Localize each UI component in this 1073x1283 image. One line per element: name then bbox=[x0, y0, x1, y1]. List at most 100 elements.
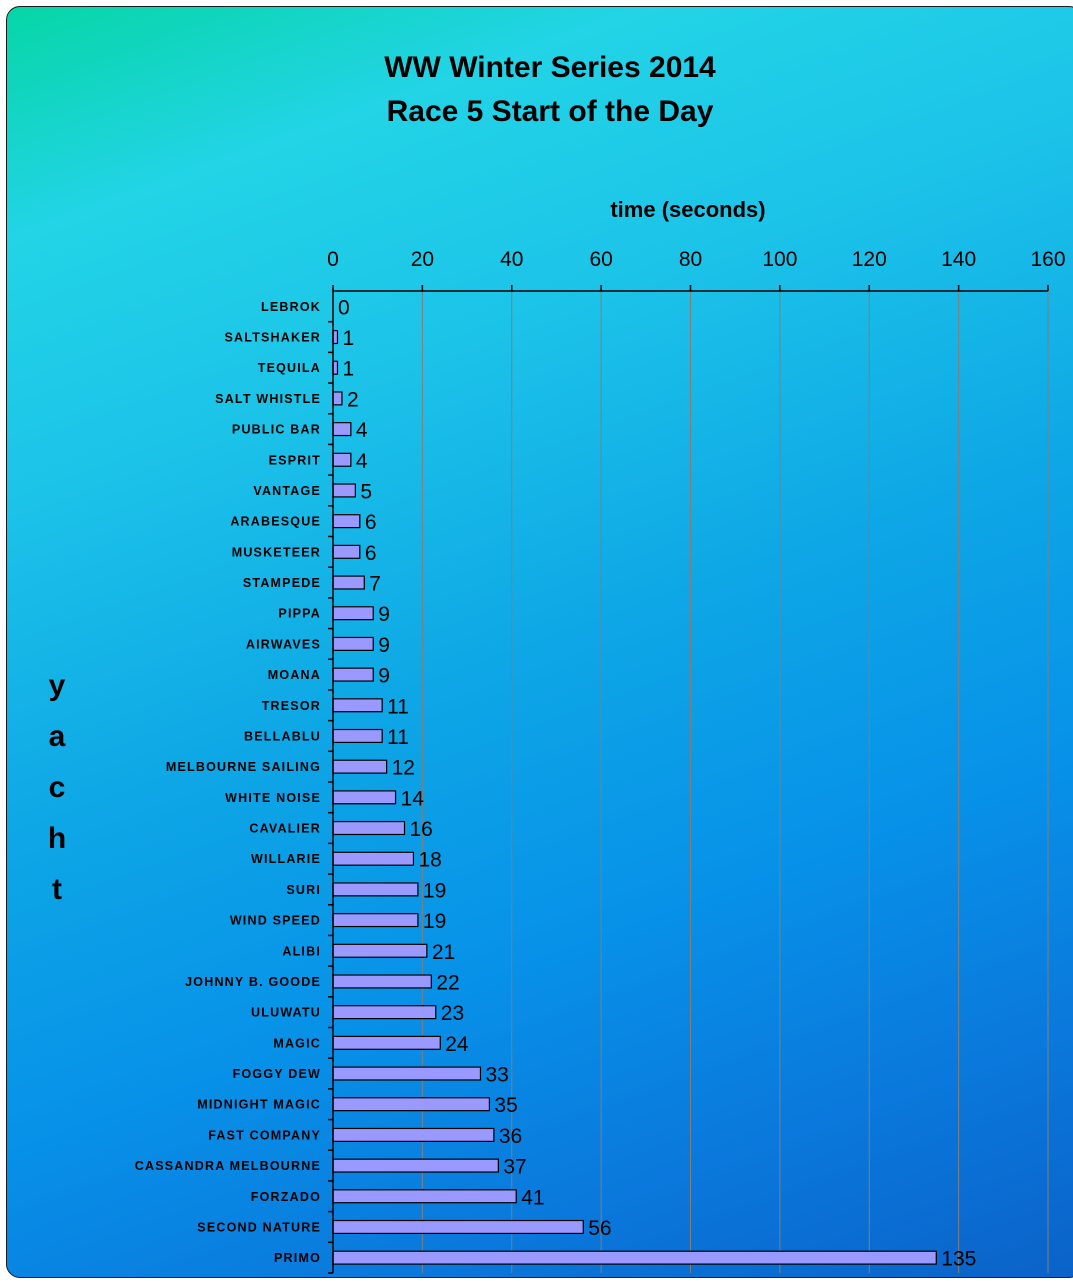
data-label: 2 bbox=[347, 388, 359, 411]
bar bbox=[332, 1005, 437, 1020]
y-axis-label-letter: y bbox=[49, 669, 66, 702]
data-label: 1 bbox=[342, 358, 354, 381]
data-label: 19 bbox=[423, 910, 446, 933]
bar bbox=[332, 974, 432, 989]
bar bbox=[332, 882, 419, 897]
data-label: 41 bbox=[521, 1186, 544, 1209]
bar bbox=[332, 667, 374, 682]
data-label: 16 bbox=[410, 818, 433, 841]
category-label: PRIMO bbox=[274, 1251, 321, 1265]
bars bbox=[332, 329, 937, 1265]
bar bbox=[332, 483, 356, 498]
category-label: FORZADO bbox=[251, 1190, 321, 1204]
bar bbox=[332, 1189, 517, 1204]
category-label: STAMPEDE bbox=[243, 576, 321, 590]
data-label: 11 bbox=[387, 695, 409, 718]
category-label: AIRWAVES bbox=[246, 637, 321, 651]
data-label: 56 bbox=[588, 1217, 611, 1240]
category-label: FAST COMPANY bbox=[208, 1128, 321, 1142]
category-label: ESPRIT bbox=[269, 453, 321, 467]
x-tick-label: 40 bbox=[500, 248, 523, 271]
category-label: PUBLIC BAR bbox=[232, 423, 321, 437]
y-axis-label-letter: a bbox=[49, 720, 66, 753]
data-label: 6 bbox=[365, 511, 377, 534]
data-label: 21 bbox=[432, 941, 455, 964]
category-label: SECOND NATURE bbox=[197, 1220, 321, 1234]
bar bbox=[332, 913, 419, 928]
gridlines bbox=[421, 291, 1049, 1273]
category-label: MELBOURNE SAILING bbox=[166, 760, 321, 774]
x-axis-label: time (seconds) bbox=[610, 197, 765, 222]
category-label: SALTSHAKER bbox=[225, 331, 322, 345]
category-label: MOANA bbox=[268, 668, 321, 682]
x-tick-label: 20 bbox=[411, 248, 434, 271]
data-label: 1 bbox=[342, 327, 354, 350]
data-label: 33 bbox=[485, 1064, 508, 1087]
bar bbox=[332, 452, 352, 467]
category-label: BELLABLU bbox=[244, 729, 321, 743]
data-label: 9 bbox=[378, 603, 390, 626]
chart-title-line2: Race 5 Start of the Day bbox=[387, 95, 714, 128]
category-label: WHITE NOISE bbox=[225, 791, 321, 805]
bar bbox=[332, 851, 415, 866]
category-label: CASSANDRA MELBOURNE bbox=[135, 1159, 321, 1173]
x-tick-labels: 0 20 40 60 80 100 120 140 160 bbox=[327, 248, 1065, 271]
data-label: 36 bbox=[499, 1125, 522, 1148]
bar bbox=[332, 759, 388, 774]
bar bbox=[332, 544, 361, 559]
category-label: ARABESQUE bbox=[230, 515, 321, 529]
x-tick-label: 140 bbox=[941, 248, 976, 271]
bar bbox=[332, 606, 374, 621]
x-tick-label: 80 bbox=[679, 248, 702, 271]
bar bbox=[332, 1035, 441, 1050]
bar bbox=[332, 1066, 482, 1081]
x-tick-label: 160 bbox=[1030, 248, 1065, 271]
category-label: SALT WHISTLE bbox=[215, 392, 321, 406]
category-label: MAGIC bbox=[273, 1036, 321, 1050]
bar bbox=[332, 636, 374, 651]
data-label: 5 bbox=[360, 480, 372, 503]
data-label: 6 bbox=[365, 542, 377, 565]
data-label: 135 bbox=[941, 1248, 976, 1271]
category-label: MUSKETEER bbox=[232, 545, 321, 559]
bar bbox=[332, 728, 383, 744]
category-label: CAVALIER bbox=[249, 822, 321, 836]
bar bbox=[332, 1158, 499, 1173]
bar bbox=[332, 391, 343, 406]
bar bbox=[332, 1097, 491, 1112]
chart-title-line1: WW Winter Series 2014 bbox=[384, 51, 716, 84]
data-label: 35 bbox=[494, 1094, 517, 1117]
axes bbox=[328, 285, 1049, 1274]
y-axis-label-letter: c bbox=[49, 771, 66, 804]
x-tick-label: 60 bbox=[589, 248, 612, 271]
bar bbox=[332, 943, 428, 958]
category-label: VANTAGE bbox=[253, 484, 321, 498]
data-label: 19 bbox=[423, 879, 446, 902]
bar bbox=[332, 1127, 495, 1142]
bar bbox=[332, 575, 365, 590]
bar bbox=[332, 698, 383, 713]
category-label: TRESOR bbox=[262, 699, 321, 713]
data-label: 4 bbox=[356, 450, 368, 473]
category-label: ULUWATU bbox=[251, 1006, 321, 1020]
data-label: 14 bbox=[401, 787, 425, 810]
bar bbox=[332, 514, 361, 529]
category-label: PIPPA bbox=[278, 607, 321, 621]
category-label: LEBROK bbox=[261, 300, 321, 314]
bar bbox=[332, 790, 397, 805]
data-label: 23 bbox=[441, 1002, 464, 1025]
category-label: WILLARIE bbox=[251, 852, 321, 866]
category-label: WIND SPEED bbox=[230, 914, 321, 928]
chart: WW Winter Series 2014 Race 5 Start of th… bbox=[48, 51, 1066, 1274]
data-label: 18 bbox=[418, 849, 441, 872]
data-label: 12 bbox=[392, 757, 415, 780]
bar bbox=[332, 820, 406, 836]
bar bbox=[332, 1219, 584, 1235]
x-tick-label: 100 bbox=[762, 248, 797, 271]
data-label: 0 bbox=[338, 296, 350, 319]
x-tick-label: 0 bbox=[327, 248, 339, 271]
category-label: MIDNIGHT MAGIC bbox=[197, 1098, 321, 1112]
data-label: 22 bbox=[436, 971, 459, 994]
bar bbox=[332, 1250, 937, 1265]
